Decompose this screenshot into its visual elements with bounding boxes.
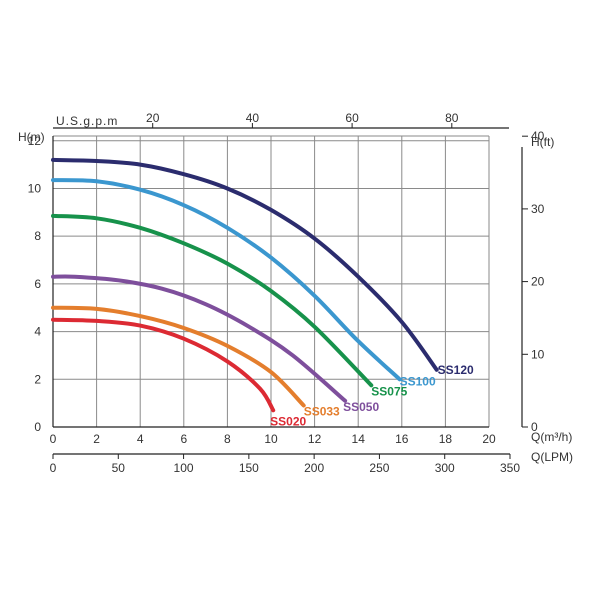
tick-label-h-ft: 10 (531, 347, 545, 361)
curve-ss100 (51, 178, 402, 382)
tick-label-lpm: 350 (500, 461, 520, 475)
tick-label-h-m: 6 (34, 277, 41, 291)
tick-label-usgpm: 40 (246, 111, 260, 125)
tick-label-usgpm: 80 (445, 111, 459, 125)
grid (53, 135, 490, 427)
tick-label-q-m3h: 8 (224, 432, 231, 446)
label-ss050: SS050 (343, 400, 379, 414)
tick-label-h-m: 2 (34, 372, 41, 386)
tick-label-q-m3h: 0 (50, 432, 57, 446)
tick-label-h-ft: 40 (531, 129, 545, 143)
axis-label-h-m: H(m) (18, 130, 45, 144)
label-ss020: SS020 (270, 414, 306, 428)
tick-label-q-m3h: 4 (137, 432, 144, 446)
tick-label-h-m: 0 (34, 420, 41, 434)
tick-label-q-m3h: 2 (93, 432, 100, 446)
label-ss075: SS075 (371, 384, 407, 398)
tick-label-usgpm: 20 (146, 111, 160, 125)
tick-label-h-ft: 30 (531, 202, 545, 216)
tick-label-h-m: 10 (28, 181, 42, 195)
axis-label-usgpm: U.S.g.p.m (56, 114, 118, 128)
tick-label-lpm: 300 (435, 461, 455, 475)
tick-label-q-m3h: 18 (439, 432, 453, 446)
label-ss120: SS120 (438, 363, 474, 377)
tick-label-lpm: 150 (239, 461, 259, 475)
tick-label-h-m: 8 (34, 229, 41, 243)
tick-label-q-m3h: 6 (180, 432, 187, 446)
curve-ss075 (51, 213, 374, 388)
axis-label-h-ft: H(ft) (531, 135, 554, 149)
tick-label-h-m: 4 (34, 325, 41, 339)
tick-label-h-ft: 20 (531, 275, 545, 289)
tick-label-lpm: 50 (112, 461, 126, 475)
axis-label-lpm: Q(LPM) (531, 450, 573, 464)
tick-label-q-m3h: 10 (264, 432, 278, 446)
tick-label-lpm: 200 (304, 461, 324, 475)
axis-label-q-m3h: Q(m³/h) (531, 430, 572, 444)
tick-label-lpm: 100 (174, 461, 194, 475)
label-ss100: SS100 (400, 374, 436, 388)
tick-label-q-m3h: 20 (482, 432, 496, 446)
tick-label-q-m3h: 16 (395, 432, 409, 446)
series (51, 157, 439, 413)
curve-ss050 (51, 274, 348, 403)
tick-label-usgpm: 60 (345, 111, 359, 125)
tick-label-q-m3h: 14 (352, 432, 366, 446)
curve-ss020 (51, 317, 276, 413)
tick-label-h-ft: 0 (531, 420, 538, 434)
label-ss033: SS033 (304, 405, 340, 419)
curve-ss120 (51, 157, 439, 372)
tick-label-q-m3h: 12 (308, 432, 322, 446)
curve-ss033 (51, 305, 306, 408)
tick-label-lpm: 250 (369, 461, 389, 475)
tick-label-lpm: 0 (50, 461, 57, 475)
tick-label-h-m: 12 (28, 134, 42, 148)
